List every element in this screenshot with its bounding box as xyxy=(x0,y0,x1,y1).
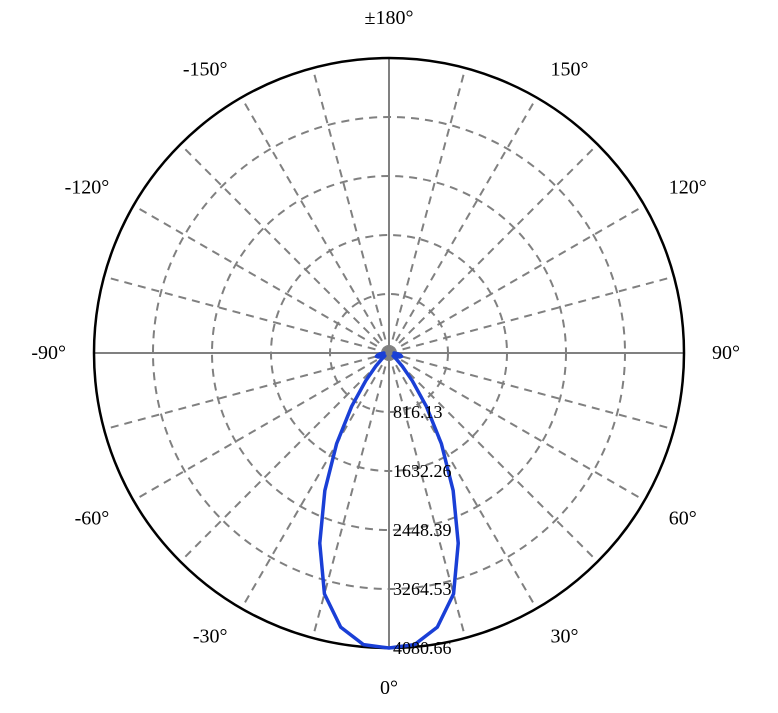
radial-spoke xyxy=(389,277,674,353)
radial-spoke xyxy=(134,353,389,501)
radial-spoke xyxy=(389,98,537,353)
angle-label: -60° xyxy=(75,508,110,530)
polar-chart: 816.13 1632.26 2448.39 3264.53 4080.66 0° 30° 6… xyxy=(0,0,778,713)
radial-spoke xyxy=(180,353,389,562)
radial-spoke xyxy=(242,353,390,608)
ring-label: 2448.39 xyxy=(393,520,452,540)
angle-label: -30° xyxy=(193,626,228,648)
angle-label: -150° xyxy=(183,58,228,80)
angle-label: -120° xyxy=(65,177,110,199)
radial-spoke xyxy=(313,68,389,353)
ring-label: 816.13 xyxy=(393,402,443,422)
angle-label: 60° xyxy=(669,508,697,530)
radial-spoke xyxy=(389,144,598,353)
polar-svg: 816.13 1632.26 2448.39 3264.53 4080.66 0° 30° 6… xyxy=(0,0,778,713)
ring-label: 3264.53 xyxy=(393,579,452,599)
ring-label: 4080.66 xyxy=(393,638,452,658)
angle-label: 120° xyxy=(669,177,707,199)
radial-spoke xyxy=(242,98,390,353)
angle-label: 150° xyxy=(551,58,589,80)
angle-label: -90° xyxy=(31,342,66,364)
radial-spoke xyxy=(104,277,389,353)
ring-label: 1632.26 xyxy=(393,461,452,481)
radial-spoke xyxy=(389,206,644,354)
angle-label: ±180° xyxy=(365,7,414,29)
angle-label: 30° xyxy=(551,626,579,648)
radial-spoke xyxy=(134,206,389,354)
radial-spoke xyxy=(180,144,389,353)
angle-label: 90° xyxy=(712,342,740,364)
radial-spoke xyxy=(389,68,465,353)
angle-label: 0° xyxy=(380,677,398,699)
